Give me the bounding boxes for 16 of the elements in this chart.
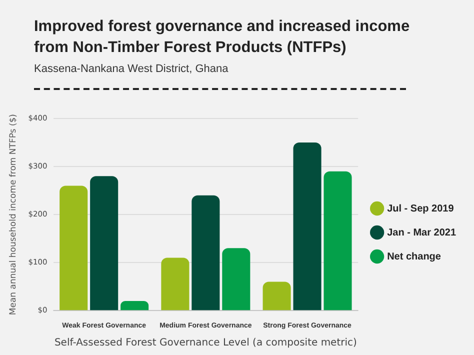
y-axis-title: Mean annual household income from NTFPs ($)	[8, 114, 18, 316]
bar	[293, 142, 322, 310]
bar	[192, 195, 220, 310]
bar	[90, 176, 118, 310]
legend-label: Net change	[387, 251, 442, 262]
bar	[120, 300, 149, 310]
bar	[161, 258, 190, 310]
bar	[324, 171, 352, 310]
bar	[222, 248, 250, 310]
chart-subtitle: Kassena-Nankana West District, Ghana	[34, 63, 228, 75]
legend-label: Jul - Sep 2019	[387, 203, 454, 214]
x-axis-title: Self-Assessed Forest Governance Level (a composite metric)	[54, 338, 358, 349]
bar	[60, 186, 88, 310]
legend-label: Jan - Mar 2021	[387, 227, 456, 238]
bar	[262, 282, 291, 310]
chart-title: Improved forest governance and increased income from Non-Timber Forest Products (NTFPs)	[34, 17, 411, 58]
